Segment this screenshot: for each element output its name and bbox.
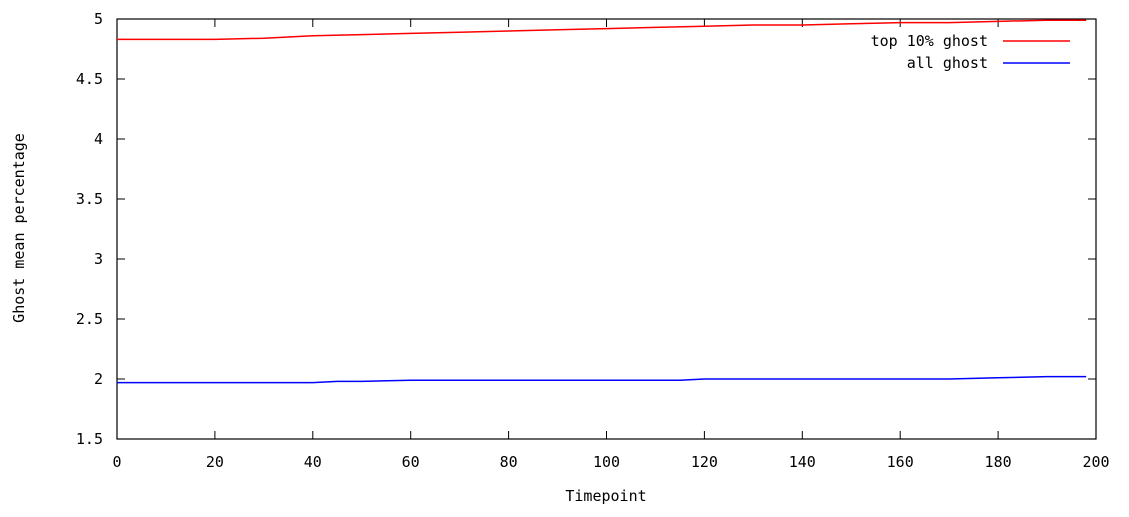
y-tick-label: 3 bbox=[94, 250, 103, 268]
y-tick-label: 2 bbox=[94, 370, 103, 388]
series-line-0 bbox=[117, 19, 1087, 41]
legend-label-0: top 10% ghost bbox=[871, 32, 988, 50]
y-tick-label: 3.5 bbox=[76, 190, 103, 208]
x-tick-label: 200 bbox=[1082, 453, 1109, 471]
y-tick-label: 4.5 bbox=[76, 70, 103, 88]
axis-tick-labels: 0 20 40 60 80 100 120 140 160 180 200 1.5 2 2.5 3 3.5 4 4… bbox=[76, 10, 1110, 471]
x-tick-label: 160 bbox=[887, 453, 914, 471]
series-layer bbox=[117, 19, 1087, 384]
y-axis-label: Ghost mean percentage bbox=[10, 133, 28, 323]
axis-ticks bbox=[116, 18, 1097, 440]
x-tick-label: 0 bbox=[112, 453, 121, 471]
x-tick-label: 80 bbox=[500, 453, 518, 471]
y-tick-label: 2.5 bbox=[76, 310, 103, 328]
plot-area-border bbox=[116, 18, 1097, 440]
x-axis-label: Timepoint bbox=[565, 487, 646, 505]
x-tick-label: 100 bbox=[593, 453, 620, 471]
series-line-1 bbox=[117, 375, 1087, 384]
x-tick-label: 60 bbox=[402, 453, 420, 471]
y-tick-label: 5 bbox=[94, 10, 103, 28]
y-tick-label: 1.5 bbox=[76, 430, 103, 448]
legend-label-1: all ghost bbox=[907, 54, 988, 72]
y-tick-label: 4 bbox=[94, 130, 103, 148]
plot-frame bbox=[116, 18, 1097, 440]
x-tick-label: 40 bbox=[304, 453, 322, 471]
x-tick-label: 120 bbox=[691, 453, 718, 471]
legend: top 10% ghost all ghost bbox=[871, 32, 1070, 72]
x-tick-label: 20 bbox=[206, 453, 224, 471]
x-tick-label: 180 bbox=[985, 453, 1012, 471]
x-tick-label: 140 bbox=[789, 453, 816, 471]
